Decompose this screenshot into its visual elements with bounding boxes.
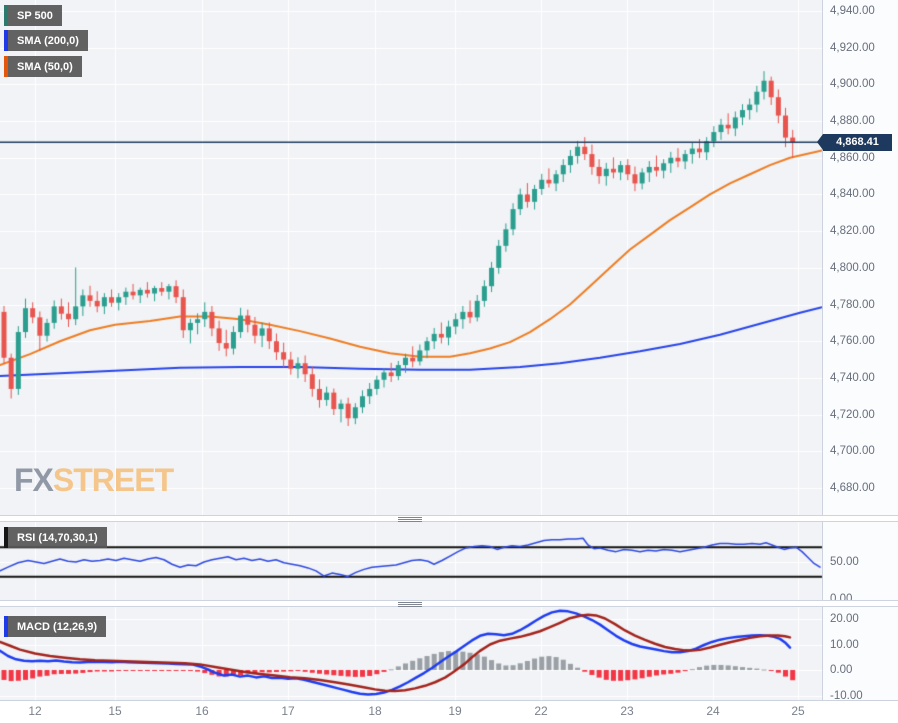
x-axis-label: 15 <box>108 704 122 718</box>
legend-rsi[interactable]: RSI (14,70,30,1) <box>4 527 107 548</box>
x-axis-label: 22 <box>534 704 548 718</box>
legend-sma50[interactable]: SMA (50,0) <box>4 56 82 77</box>
rsi-color-tab <box>4 527 8 548</box>
x-axis-label: 18 <box>368 704 382 718</box>
price-axis-label: 4,840.00 <box>830 188 875 201</box>
rsi-axis-label: 50.00 <box>830 556 859 568</box>
price-axis-label: 4,740.00 <box>830 371 875 384</box>
price-axis-label: 4,800.00 <box>830 261 875 274</box>
sma50-color-tab <box>4 56 8 77</box>
current-price-value: 4,868.41 <box>836 136 879 149</box>
sma200-label: SMA (200,0) <box>8 30 88 51</box>
macd-color-tab <box>4 616 8 637</box>
sma200-color-tab <box>4 30 8 51</box>
macd-axis-label: 0.00 <box>830 664 853 676</box>
price-badge-arrow-icon <box>817 133 823 150</box>
sp500-color-tab <box>4 5 8 26</box>
price-axis-label: 4,940.00 <box>830 5 875 17</box>
resize-grip-icon <box>398 602 422 607</box>
fxstreet-watermark-street: STREET <box>52 462 174 498</box>
price-axis-label: 4,780.00 <box>830 298 875 311</box>
legend-sp500[interactable]: SP 500 <box>4 5 62 26</box>
x-axis-label: 12 <box>28 704 42 718</box>
rsi-label: RSI (14,70,30,1) <box>8 527 107 548</box>
price-axis-label: 4,760.00 <box>830 335 875 348</box>
price-axis-label: 4,860.00 <box>830 151 875 164</box>
rsi-panel-resize-handle[interactable] <box>0 515 898 522</box>
fxstreet-watermark: FXSTREET <box>14 462 174 499</box>
price-axis-label: 4,900.00 <box>830 78 875 91</box>
price-axis-label: 4,680.00 <box>830 481 875 494</box>
x-axis-label: 17 <box>281 704 295 718</box>
macd-axis-label: 20.00 <box>830 613 859 625</box>
resize-grip-icon <box>398 517 422 522</box>
macd-axis-label: 10.00 <box>830 638 859 651</box>
legend-sma200[interactable]: SMA (200,0) <box>4 30 88 51</box>
price-axis-label: 4,820.00 <box>830 225 875 238</box>
macd-label: MACD (12,26,9) <box>8 616 107 637</box>
legend-macd[interactable]: MACD (12,26,9) <box>4 616 107 637</box>
current-price-badge: 4,868.41 <box>817 133 892 151</box>
fxstreet-watermark-fx: FX <box>14 462 54 498</box>
x-axis-label: 23 <box>620 704 634 718</box>
macd-axis-label: -10.00 <box>830 689 863 702</box>
price-axis-label: 4,880.00 <box>830 115 875 128</box>
sp500-label: SP 500 <box>8 5 62 26</box>
price-axis-label: 4,720.00 <box>830 408 875 421</box>
price-axis-label: 4,920.00 <box>830 41 875 54</box>
price-axis-label: 4,700.00 <box>830 445 875 458</box>
x-axis-label: 16 <box>195 704 209 718</box>
sma50-label: SMA (50,0) <box>8 56 82 77</box>
x-axis-label: 19 <box>448 704 462 718</box>
x-axis-label: 24 <box>706 704 720 718</box>
macd-panel-resize-handle[interactable] <box>0 600 898 607</box>
x-axis-label: 25 <box>791 704 805 718</box>
